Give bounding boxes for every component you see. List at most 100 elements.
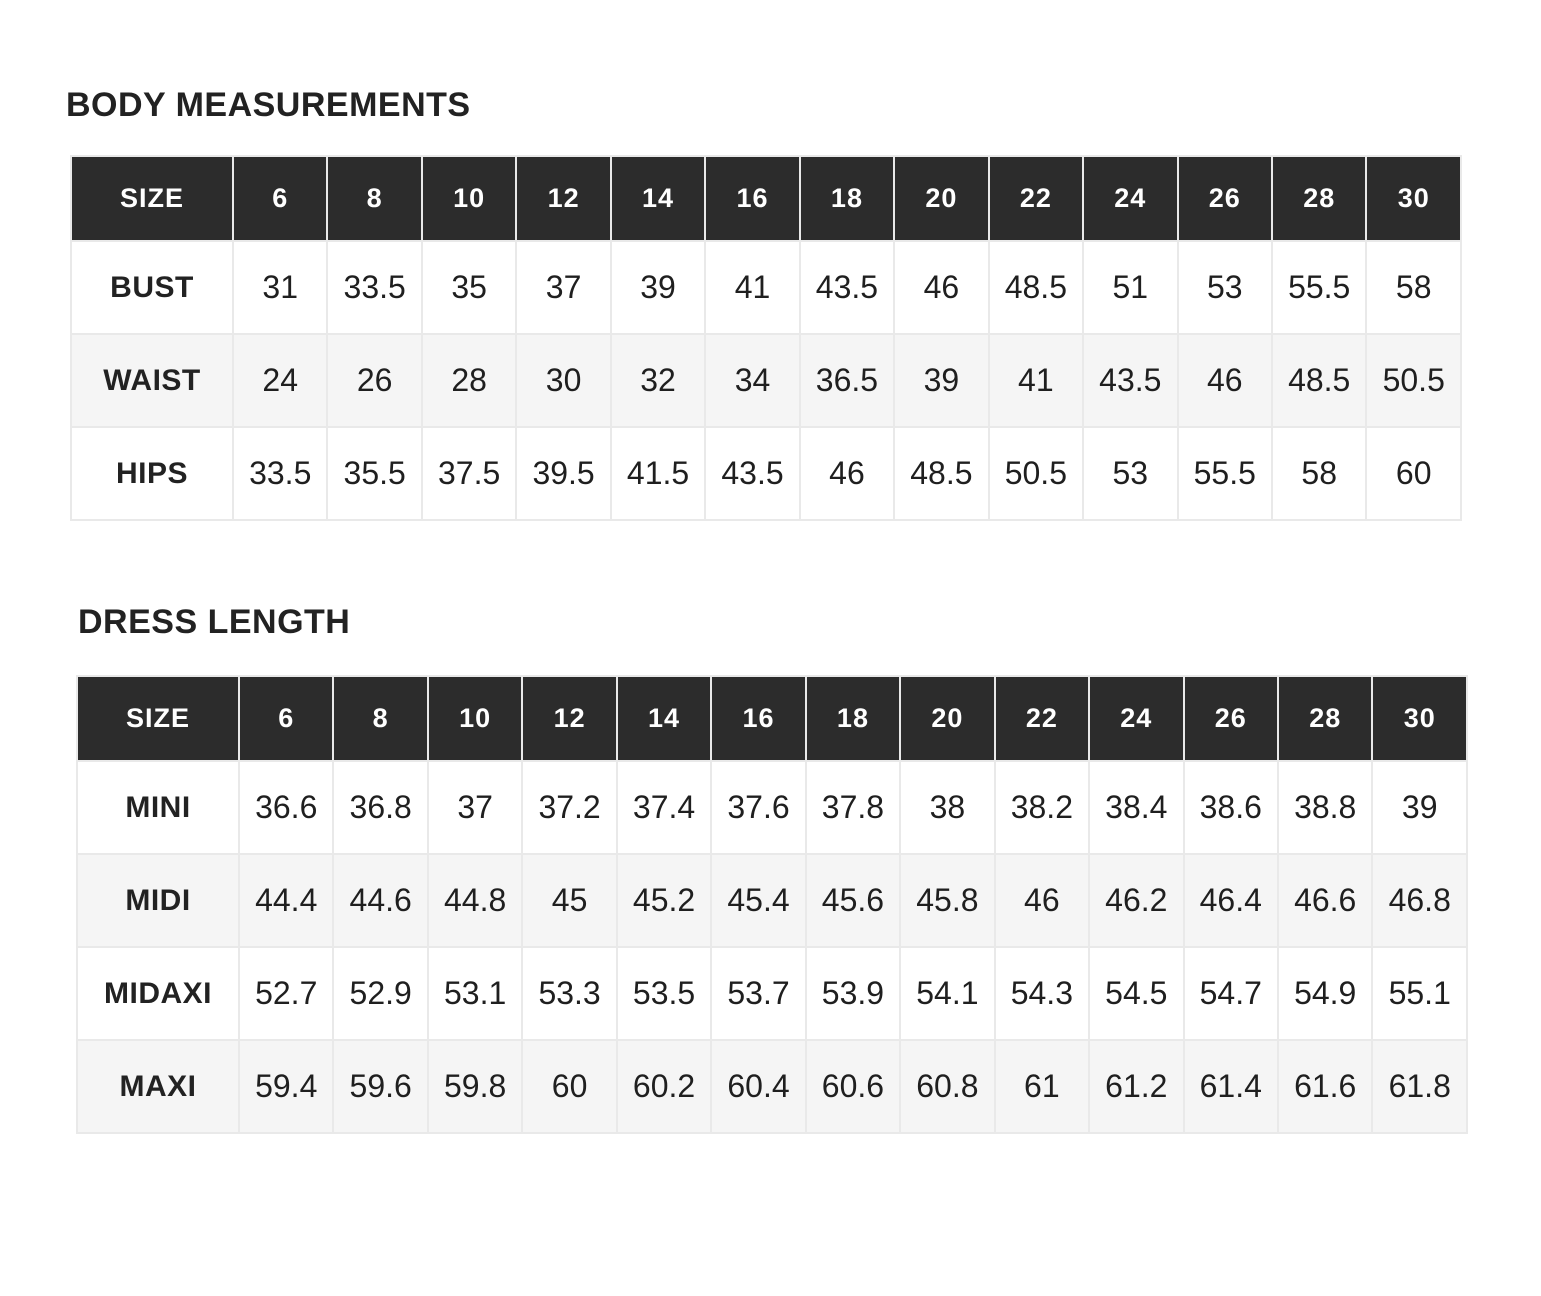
size-column-header: 12 [515, 155, 612, 242]
measurement-cell: 53.1 [426, 946, 524, 1041]
body-measurements-table-wrap: SIZE 6 8 10 12 14 16 18 20 22 24 26 28 30 BUST 31 33.5 3… [70, 155, 1541, 521]
measurement-cell: 32 [609, 333, 707, 428]
measurement-cell: 34 [704, 333, 801, 428]
row-label: MINI [76, 760, 240, 855]
measurement-cell: 38.4 [1088, 760, 1185, 855]
measurement-cell: 55.1 [1371, 946, 1468, 1041]
size-column-header: 20 [899, 675, 996, 762]
size-header-cell: SIZE [76, 675, 240, 762]
row-label: WAIST [70, 333, 234, 428]
dress-length-table-wrap: SIZE 6 8 10 12 14 16 18 20 22 24 26 28 30 MINI 36.6 36.… [76, 675, 1541, 1134]
measurement-cell: 60.4 [710, 1039, 807, 1134]
table-row: MIDAXI 52.7 52.9 53.1 53.3 53.5 53.7 53.9 54.1 54… [76, 946, 1468, 1041]
size-column-header: 16 [710, 675, 807, 762]
measurement-cell: 60.6 [804, 1039, 902, 1134]
measurement-cell: 33.5 [326, 240, 423, 335]
measurement-cell: 58 [1365, 240, 1462, 335]
bottom-spacer [0, 1134, 1541, 1215]
measurement-cell: 53.9 [804, 946, 902, 1041]
size-column-header: 26 [1182, 675, 1279, 762]
measurement-cell: 36.6 [237, 760, 335, 855]
measurement-cell: 39 [1371, 760, 1468, 855]
measurement-cell: 26 [326, 333, 423, 428]
measurement-cell: 59.4 [237, 1039, 335, 1134]
measurement-cell: 59.6 [332, 1039, 429, 1134]
measurement-cell: 52.9 [332, 946, 429, 1041]
size-column-header: 18 [804, 675, 902, 762]
measurement-cell: 38.6 [1182, 760, 1279, 855]
measurement-cell: 37.6 [710, 760, 807, 855]
size-column-header: 14 [615, 675, 713, 762]
size-column-header: 24 [1088, 675, 1185, 762]
measurement-cell: 46 [993, 853, 1091, 948]
measurement-cell: 35.5 [326, 426, 423, 521]
size-column-header: 6 [237, 675, 335, 762]
measurement-cell: 54.7 [1182, 946, 1279, 1041]
measurement-cell: 36.5 [798, 333, 896, 428]
row-label: BUST [70, 240, 234, 335]
measurement-cell: 46 [798, 426, 896, 521]
body-measurements-table: SIZE 6 8 10 12 14 16 18 20 22 24 26 28 30 BUST 31 33.5 3… [70, 155, 1462, 521]
measurement-cell: 46.8 [1371, 853, 1468, 948]
measurement-cell: 41.5 [609, 426, 707, 521]
size-column-header: 28 [1270, 155, 1368, 242]
measurement-cell: 53.3 [521, 946, 618, 1041]
size-column-header: 20 [893, 155, 990, 242]
measurement-cell: 54.5 [1088, 946, 1185, 1041]
size-column-header: 28 [1276, 675, 1374, 762]
size-header-row: SIZE 6 8 10 12 14 16 18 20 22 24 26 28 30 [76, 675, 1468, 762]
measurement-cell: 61 [993, 1039, 1091, 1134]
measurement-cell: 48.5 [987, 240, 1085, 335]
measurement-cell: 28 [420, 333, 518, 428]
size-column-header: 30 [1371, 675, 1468, 762]
measurement-cell: 44.6 [332, 853, 429, 948]
measurement-cell: 46.4 [1182, 853, 1279, 948]
size-column-header: 22 [987, 155, 1085, 242]
measurement-cell: 39.5 [515, 426, 612, 521]
measurement-cell: 53 [1082, 426, 1179, 521]
measurement-cell: 43.5 [704, 426, 801, 521]
measurement-cell: 52.7 [237, 946, 335, 1041]
measurement-cell: 55.5 [1176, 426, 1273, 521]
dress-length-table: SIZE 6 8 10 12 14 16 18 20 22 24 26 28 30 MINI 36.6 36.… [76, 675, 1468, 1134]
measurement-cell: 51 [1082, 240, 1179, 335]
measurement-cell: 35 [420, 240, 518, 335]
measurement-cell: 44.4 [237, 853, 335, 948]
size-column-header: 30 [1365, 155, 1462, 242]
size-column-header: 10 [426, 675, 524, 762]
table-row: MINI 36.6 36.8 37 37.2 37.4 37.6 37.8 38 38.2 38.4… [76, 760, 1468, 855]
measurement-cell: 37.8 [804, 760, 902, 855]
size-guide-page: BODY MEASUREMENTS SIZE 6 8 10 12 14 16 18 20 22 24… [0, 88, 1541, 1215]
measurement-cell: 33.5 [231, 426, 329, 521]
measurement-cell: 50.5 [987, 426, 1085, 521]
measurement-cell: 60.8 [899, 1039, 996, 1134]
measurement-cell: 45.2 [615, 853, 713, 948]
size-column-header: 8 [332, 675, 429, 762]
measurement-cell: 61.6 [1276, 1039, 1374, 1134]
dress-length-section: DRESS LENGTH SIZE 6 8 10 12 14 16 18 20 22 24 26 28 3… [0, 605, 1541, 1134]
measurement-cell: 43.5 [798, 240, 896, 335]
measurement-cell: 38.2 [993, 760, 1091, 855]
measurement-cell: 39 [893, 333, 990, 428]
size-column-header: 22 [993, 675, 1091, 762]
measurement-cell: 55.5 [1270, 240, 1368, 335]
measurement-cell: 24 [231, 333, 329, 428]
measurement-cell: 38 [899, 760, 996, 855]
measurement-cell: 61.4 [1182, 1039, 1279, 1134]
measurement-cell: 48.5 [893, 426, 990, 521]
measurement-cell: 37 [426, 760, 524, 855]
measurement-cell: 46 [1176, 333, 1273, 428]
size-column-header: 14 [609, 155, 707, 242]
size-column-header: 6 [231, 155, 329, 242]
row-label: MIDI [76, 853, 240, 948]
table-row: BUST 31 33.5 35 37 39 41 43.5 46 48.5 51 53 55.5 58 [70, 240, 1462, 335]
measurement-cell: 45.6 [804, 853, 902, 948]
section-title: BODY MEASUREMENTS [66, 86, 471, 124]
measurement-cell: 54.9 [1276, 946, 1374, 1041]
measurement-cell: 50.5 [1365, 333, 1462, 428]
size-column-header: 26 [1176, 155, 1273, 242]
table-row: MIDI 44.4 44.6 44.8 45 45.2 45.4 45.6 45.8 46 46.2… [76, 853, 1468, 948]
measurement-cell: 37 [515, 240, 612, 335]
measurement-cell: 46.6 [1276, 853, 1374, 948]
measurement-cell: 61.8 [1371, 1039, 1468, 1134]
